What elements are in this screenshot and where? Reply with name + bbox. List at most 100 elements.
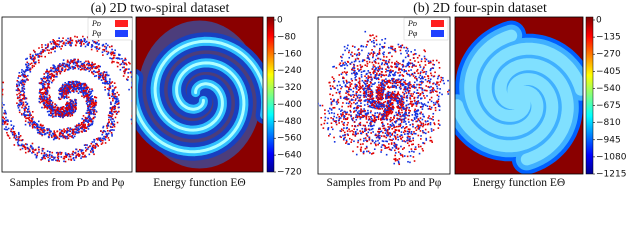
sample-point (91, 95, 94, 97)
sample-point (333, 120, 336, 122)
sample-point (82, 63, 85, 65)
sample-point (82, 35, 84, 38)
sample-point (447, 93, 450, 95)
sample-point (64, 85, 67, 88)
sample-point (394, 129, 397, 132)
sample-point (385, 153, 388, 156)
sample-point (72, 105, 75, 107)
sample-point (340, 128, 343, 131)
sample-point (12, 130, 15, 133)
sample-point (72, 66, 75, 69)
sample-point (400, 127, 403, 129)
sample-point (42, 127, 45, 129)
sample-point (43, 155, 46, 158)
sample-point (423, 49, 426, 51)
sample-point (408, 62, 411, 64)
sample-point (84, 124, 86, 127)
heatmap-arm (479, 42, 583, 122)
sample-point (41, 131, 44, 133)
sample-point (52, 110, 54, 113)
sample-point (388, 81, 390, 83)
sample-point (398, 69, 400, 71)
sample-point (88, 61, 90, 64)
sample-point (80, 149, 83, 151)
sample-point (110, 45, 113, 48)
sample-point (427, 77, 430, 80)
sample-point (23, 145, 26, 148)
sample-point (367, 52, 370, 55)
sample-point (406, 89, 409, 91)
sample-point (372, 115, 375, 117)
sample-point (59, 132, 62, 135)
sample-point (26, 74, 29, 77)
sample-point (398, 163, 401, 166)
sample-point (352, 87, 355, 90)
sample-point (402, 125, 404, 128)
sample-point (66, 112, 68, 115)
sample-point (62, 95, 65, 97)
sample-point (399, 103, 401, 105)
sample-point (337, 80, 340, 83)
sample-point (71, 136, 73, 138)
sample-point (383, 113, 386, 116)
sample-point (421, 82, 423, 84)
sample-point (357, 89, 360, 91)
sample-point (371, 103, 374, 106)
sample-point (381, 46, 384, 48)
sample-point (337, 101, 340, 104)
sample-point (40, 152, 43, 155)
sample-point (339, 95, 342, 98)
sample-point (361, 79, 364, 82)
sample-point (0, 117, 1, 119)
sample-point (82, 91, 85, 93)
sample-point (380, 89, 383, 92)
sample-point (84, 41, 87, 44)
sample-point (421, 105, 423, 108)
sample-point (93, 105, 95, 107)
sample-point (92, 151, 94, 154)
sample-point (371, 68, 374, 70)
sample-point (382, 47, 384, 49)
sample-point (360, 66, 363, 69)
sample-point (379, 91, 382, 94)
sample-point (326, 122, 329, 125)
sample-point (341, 105, 343, 108)
sample-point (417, 143, 420, 146)
sample-point (92, 110, 95, 113)
sample-point (380, 88, 383, 91)
sample-point (66, 109, 68, 112)
sample-point (65, 156, 68, 158)
sample-point (395, 95, 397, 98)
sample-point (89, 119, 91, 121)
sample-point (93, 70, 95, 72)
sample-point (56, 136, 59, 139)
sample-point (383, 42, 386, 44)
sample-point (42, 51, 44, 53)
sample-point (397, 72, 399, 74)
sample-point (376, 86, 378, 88)
sample-point (91, 145, 94, 148)
sample-point (102, 74, 104, 76)
sample-point (48, 83, 50, 86)
sample-point (420, 111, 422, 114)
sample-point (22, 94, 25, 97)
colorbar-tick-label: −720 (277, 168, 302, 178)
sample-point (363, 108, 365, 110)
sample-point (437, 95, 440, 98)
sample-point (127, 76, 129, 78)
sample-point (327, 117, 329, 120)
sample-point (429, 89, 432, 92)
sample-point (358, 69, 361, 71)
sample-point (66, 84, 69, 87)
sample-point (22, 84, 24, 86)
sample-point (388, 87, 391, 89)
sample-point (93, 75, 96, 78)
sample-point (45, 47, 47, 49)
sample-point (25, 66, 28, 69)
sample-point (88, 103, 91, 106)
sample-point (358, 82, 361, 85)
sample-point (365, 89, 368, 92)
sample-point (367, 105, 370, 108)
sample-point (355, 118, 358, 121)
sample-point (372, 52, 375, 54)
